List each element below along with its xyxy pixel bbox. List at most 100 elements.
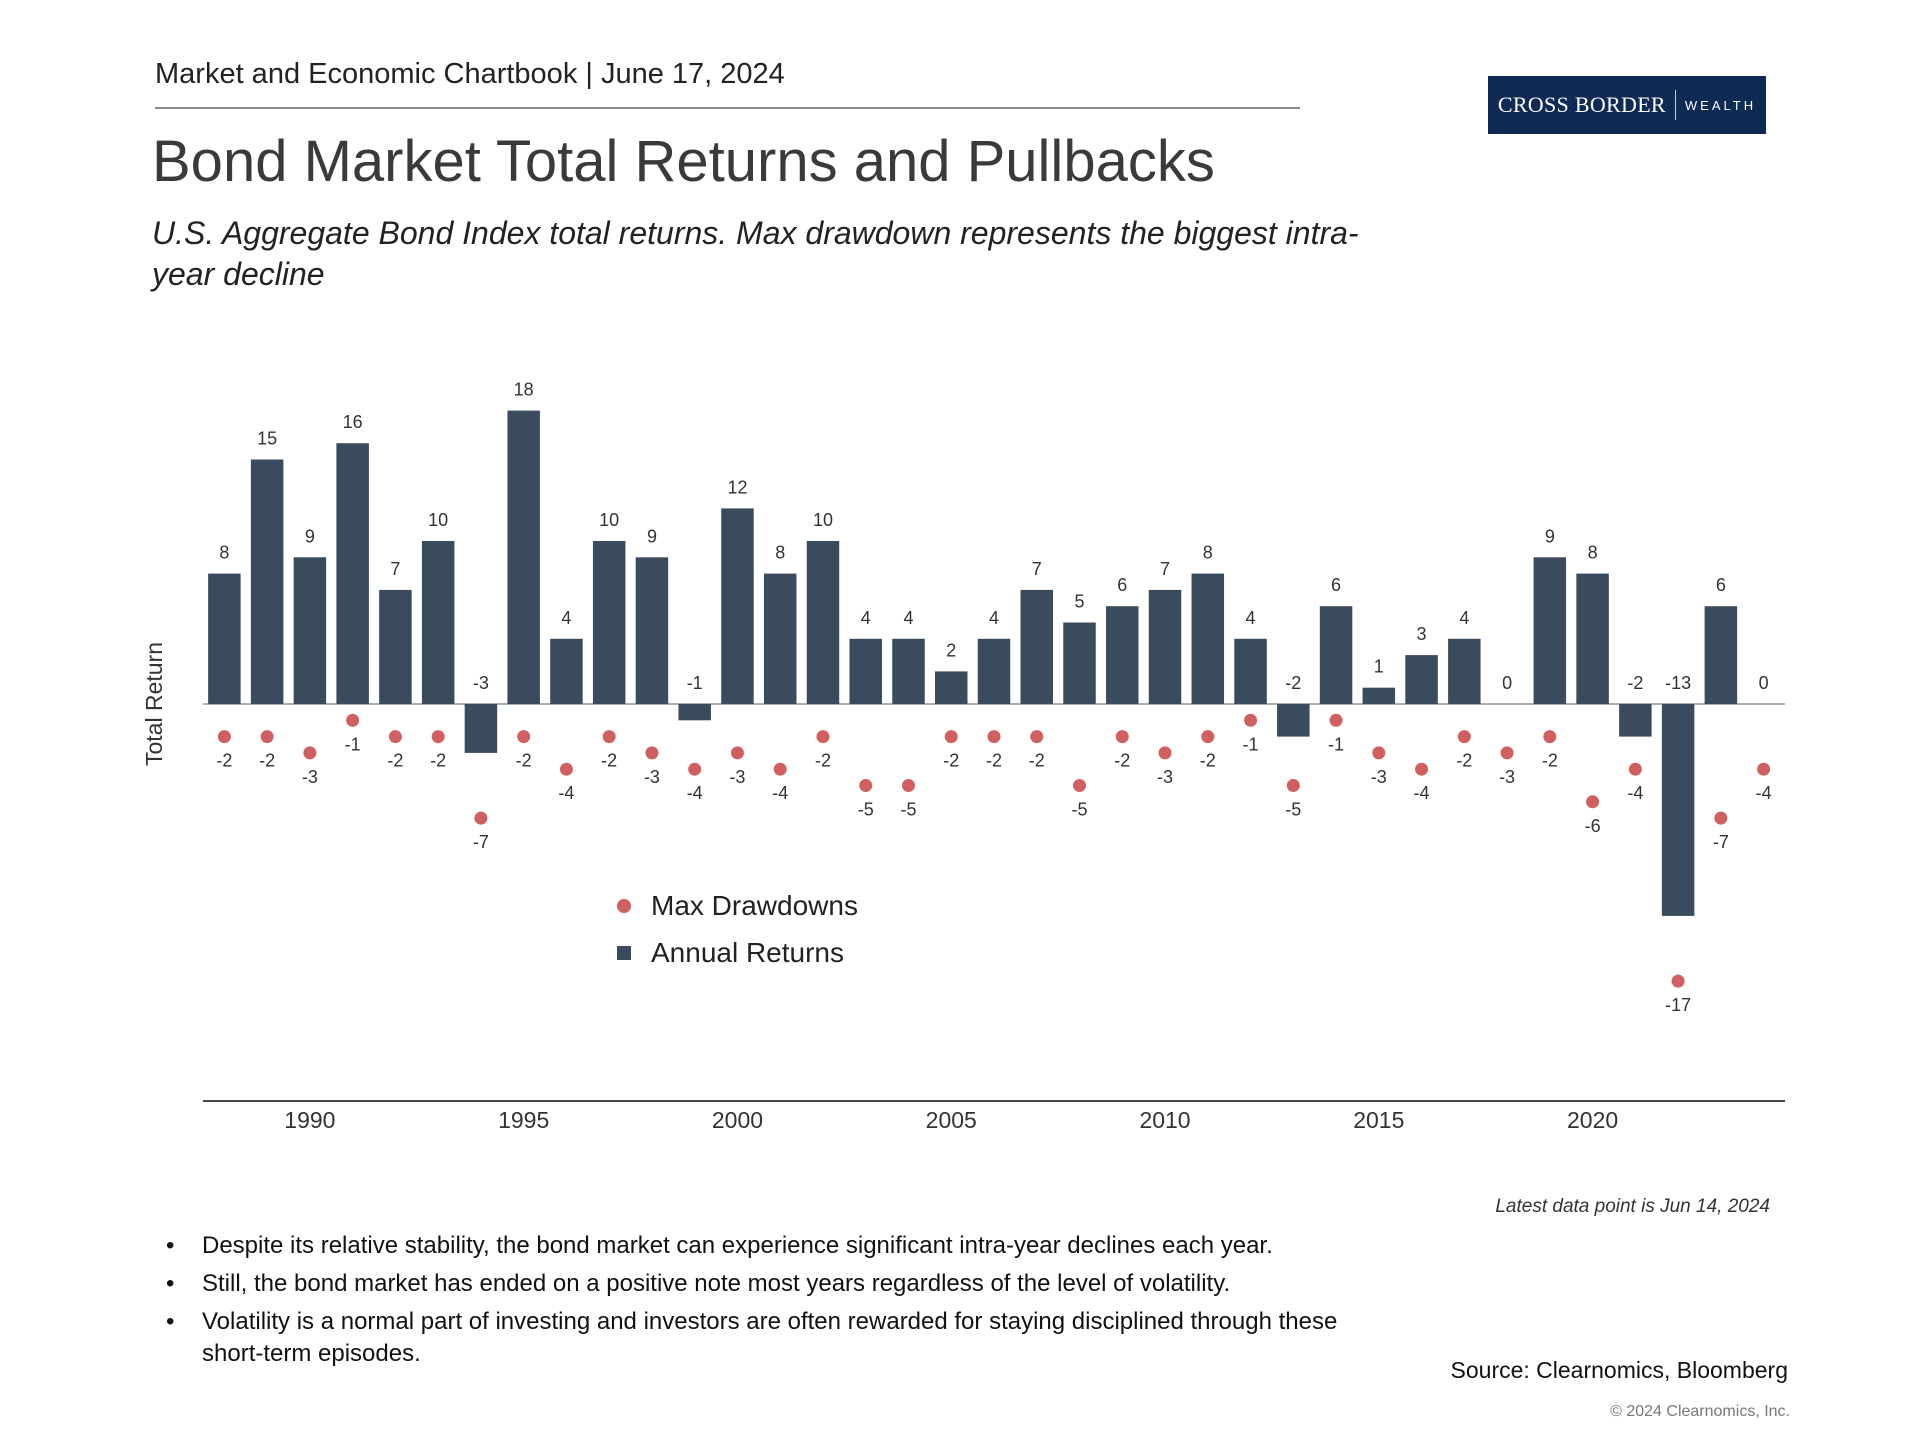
max-drawdown-dot	[303, 746, 317, 760]
annual-return-label: 4	[561, 608, 571, 628]
max-drawdown-label: -2	[516, 751, 532, 771]
annual-return-label: 6	[1331, 575, 1341, 595]
x-tick-label: 2020	[1567, 1107, 1618, 1133]
max-drawdown-label: -3	[1499, 767, 1515, 787]
annual-return-label: 18	[514, 380, 534, 400]
max-drawdown-dot	[859, 779, 873, 792]
max-drawdown-dot	[474, 811, 488, 825]
annual-return-label: 2	[946, 640, 956, 660]
annual-return-bar	[1319, 606, 1353, 704]
max-drawdown-dot	[1115, 730, 1129, 744]
annual-return-label: 9	[1545, 526, 1555, 546]
header-separator: |	[585, 58, 593, 90]
annual-return-label: 5	[1075, 592, 1085, 612]
annual-return-bar	[721, 508, 754, 704]
annual-return-bar	[1576, 573, 1609, 704]
max-drawdown-dot	[1201, 730, 1215, 744]
max-drawdown-dot	[1244, 713, 1258, 727]
max-drawdown-dot	[1415, 762, 1429, 776]
max-drawdown-label: -2	[601, 751, 617, 771]
max-drawdown-label: -1	[1243, 734, 1259, 754]
x-tick-label: 2005	[926, 1107, 977, 1133]
annual-return-bar	[1020, 589, 1054, 704]
annual-return-bar	[892, 638, 925, 704]
max-drawdown-dot	[1671, 974, 1685, 988]
annual-return-label: -2	[1627, 673, 1643, 693]
annual-return-bar	[1704, 606, 1738, 704]
max-drawdown-dot	[1372, 746, 1386, 760]
max-drawdown-label: -7	[473, 832, 489, 852]
max-drawdown-dot	[1030, 730, 1044, 744]
max-drawdown-label: -4	[1627, 783, 1643, 803]
annual-return-label: 4	[1246, 608, 1256, 628]
max-drawdown-dot	[517, 730, 531, 744]
annual-return-bar	[250, 459, 284, 704]
max-drawdown-label: -1	[345, 734, 361, 754]
max-drawdown-label: -7	[1713, 832, 1729, 852]
annual-return-label: 4	[861, 608, 871, 628]
max-drawdown-label: -4	[1414, 783, 1430, 803]
annual-return-label: 7	[1160, 559, 1170, 579]
x-tick-label: 2010	[1139, 1107, 1190, 1133]
max-drawdown-dot	[1714, 811, 1728, 825]
x-tick-label: 2015	[1353, 1107, 1404, 1133]
max-drawdown-label: -2	[1542, 751, 1558, 771]
takeaway-item: Despite its relative stability, the bond…	[162, 1230, 1362, 1262]
max-drawdown-label: -5	[858, 800, 874, 820]
annual-return-bar	[1533, 557, 1567, 704]
max-drawdown-label: -3	[729, 767, 745, 787]
annual-return-bar	[550, 638, 583, 704]
annual-return-bar	[1362, 687, 1396, 704]
logo-separator	[1674, 90, 1676, 120]
annual-return-bar	[977, 638, 1011, 704]
annual-return-bar	[635, 557, 669, 704]
max-drawdown-label: -2	[815, 751, 831, 771]
annual-return-label: 4	[903, 608, 913, 628]
annual-return-bar	[293, 557, 327, 704]
annual-return-label: 6	[1716, 575, 1726, 595]
max-drawdown-dot	[260, 730, 274, 744]
max-drawdown-dot	[1628, 762, 1642, 776]
annual-return-bar	[1148, 589, 1182, 704]
annual-return-label: 10	[428, 510, 448, 530]
annual-return-label: -13	[1665, 673, 1691, 693]
max-drawdown-dot	[217, 730, 231, 744]
annual-return-bar	[1448, 638, 1481, 704]
max-drawdown-label: -5	[1072, 800, 1088, 820]
max-drawdown-dot	[901, 779, 915, 792]
copyright-notice: © 2024 Clearnomics, Inc.	[1610, 1403, 1790, 1420]
max-drawdown-dot	[1073, 779, 1087, 792]
page-title: Bond Market Total Returns and Pullbacks	[152, 129, 1215, 194]
annual-return-label: 0	[1502, 673, 1512, 693]
max-drawdown-dot	[1543, 730, 1557, 744]
max-drawdown-label: -3	[644, 767, 660, 787]
logo-sub-text: WEALTH	[1684, 97, 1757, 113]
cross-border-wealth-logo: CROSS BORDER WEALTH	[1488, 76, 1766, 134]
annual-return-bar	[1277, 704, 1310, 737]
annual-return-label: 8	[219, 543, 229, 563]
y-axis-label: Total Return	[141, 642, 167, 766]
max-drawdown-label: -2	[216, 751, 232, 771]
max-drawdown-dot	[1457, 730, 1471, 744]
annual-return-bar	[763, 573, 797, 704]
latest-data-note: Latest data point is Jun 14, 2024	[1495, 1196, 1770, 1217]
max-drawdown-dot	[1586, 795, 1600, 809]
max-drawdown-label: -2	[1200, 751, 1216, 771]
annual-return-label: -1	[687, 673, 703, 693]
legend-drawdown-marker	[617, 899, 631, 913]
annual-return-bar	[1063, 622, 1096, 704]
max-drawdown-label: -4	[1756, 783, 1772, 803]
annual-return-bar	[208, 573, 241, 704]
max-drawdown-dot	[730, 746, 744, 760]
annual-return-bar	[1619, 704, 1652, 737]
max-drawdown-dot	[1329, 713, 1343, 727]
annual-return-label: 8	[775, 543, 785, 563]
annual-return-label: 10	[813, 510, 833, 530]
max-drawdown-label: -2	[1029, 751, 1045, 771]
max-drawdown-dot	[1757, 762, 1771, 776]
annual-return-bar	[336, 443, 369, 704]
page-subtitle: U.S. Aggregate Bond Index total returns.…	[152, 215, 1359, 292]
annual-return-bar	[592, 541, 626, 704]
annual-return-label: 9	[305, 526, 315, 546]
annual-return-label: 4	[989, 608, 999, 628]
